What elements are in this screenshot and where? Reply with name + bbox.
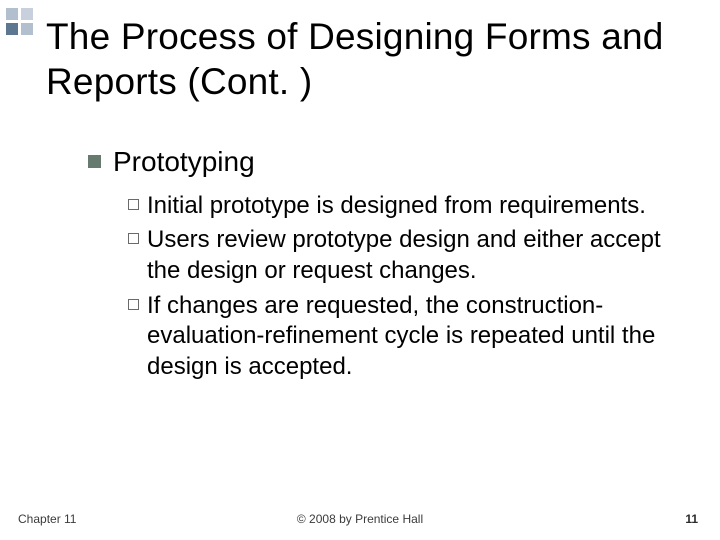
slide: The Process of Designing Forms and Repor…	[0, 0, 720, 540]
bullet-level2: Users review prototype design and either…	[128, 225, 680, 286]
bullet-level2: Initial prototype is designed from requi…	[128, 191, 680, 222]
corner-decoration	[6, 8, 36, 38]
bullet-text: If changes are requested, the constructi…	[147, 291, 680, 383]
bullet-text: Users review prototype design and either…	[147, 225, 680, 286]
sub-bullets: Initial prototype is designed from requi…	[128, 191, 680, 383]
deco-square	[6, 8, 18, 20]
footer-page-number: 11	[685, 512, 698, 526]
footer-center: © 2008 by Prentice Hall	[0, 512, 720, 526]
hollow-square-bullet-icon	[128, 199, 139, 210]
deco-square	[6, 23, 18, 35]
hollow-square-bullet-icon	[128, 299, 139, 310]
slide-footer: Chapter 11 © 2008 by Prentice Hall 11	[0, 506, 720, 526]
deco-square	[21, 23, 33, 35]
slide-title: The Process of Designing Forms and Repor…	[46, 14, 700, 104]
slide-body: Prototyping Initial prototype is designe…	[88, 145, 680, 387]
bullet-level2: If changes are requested, the constructi…	[128, 291, 680, 383]
bullet-text: Prototyping	[113, 145, 255, 179]
deco-square	[21, 8, 33, 20]
square-bullet-icon	[88, 155, 101, 168]
hollow-square-bullet-icon	[128, 233, 139, 244]
bullet-text: Initial prototype is designed from requi…	[147, 191, 646, 222]
bullet-level1: Prototyping	[88, 145, 680, 179]
